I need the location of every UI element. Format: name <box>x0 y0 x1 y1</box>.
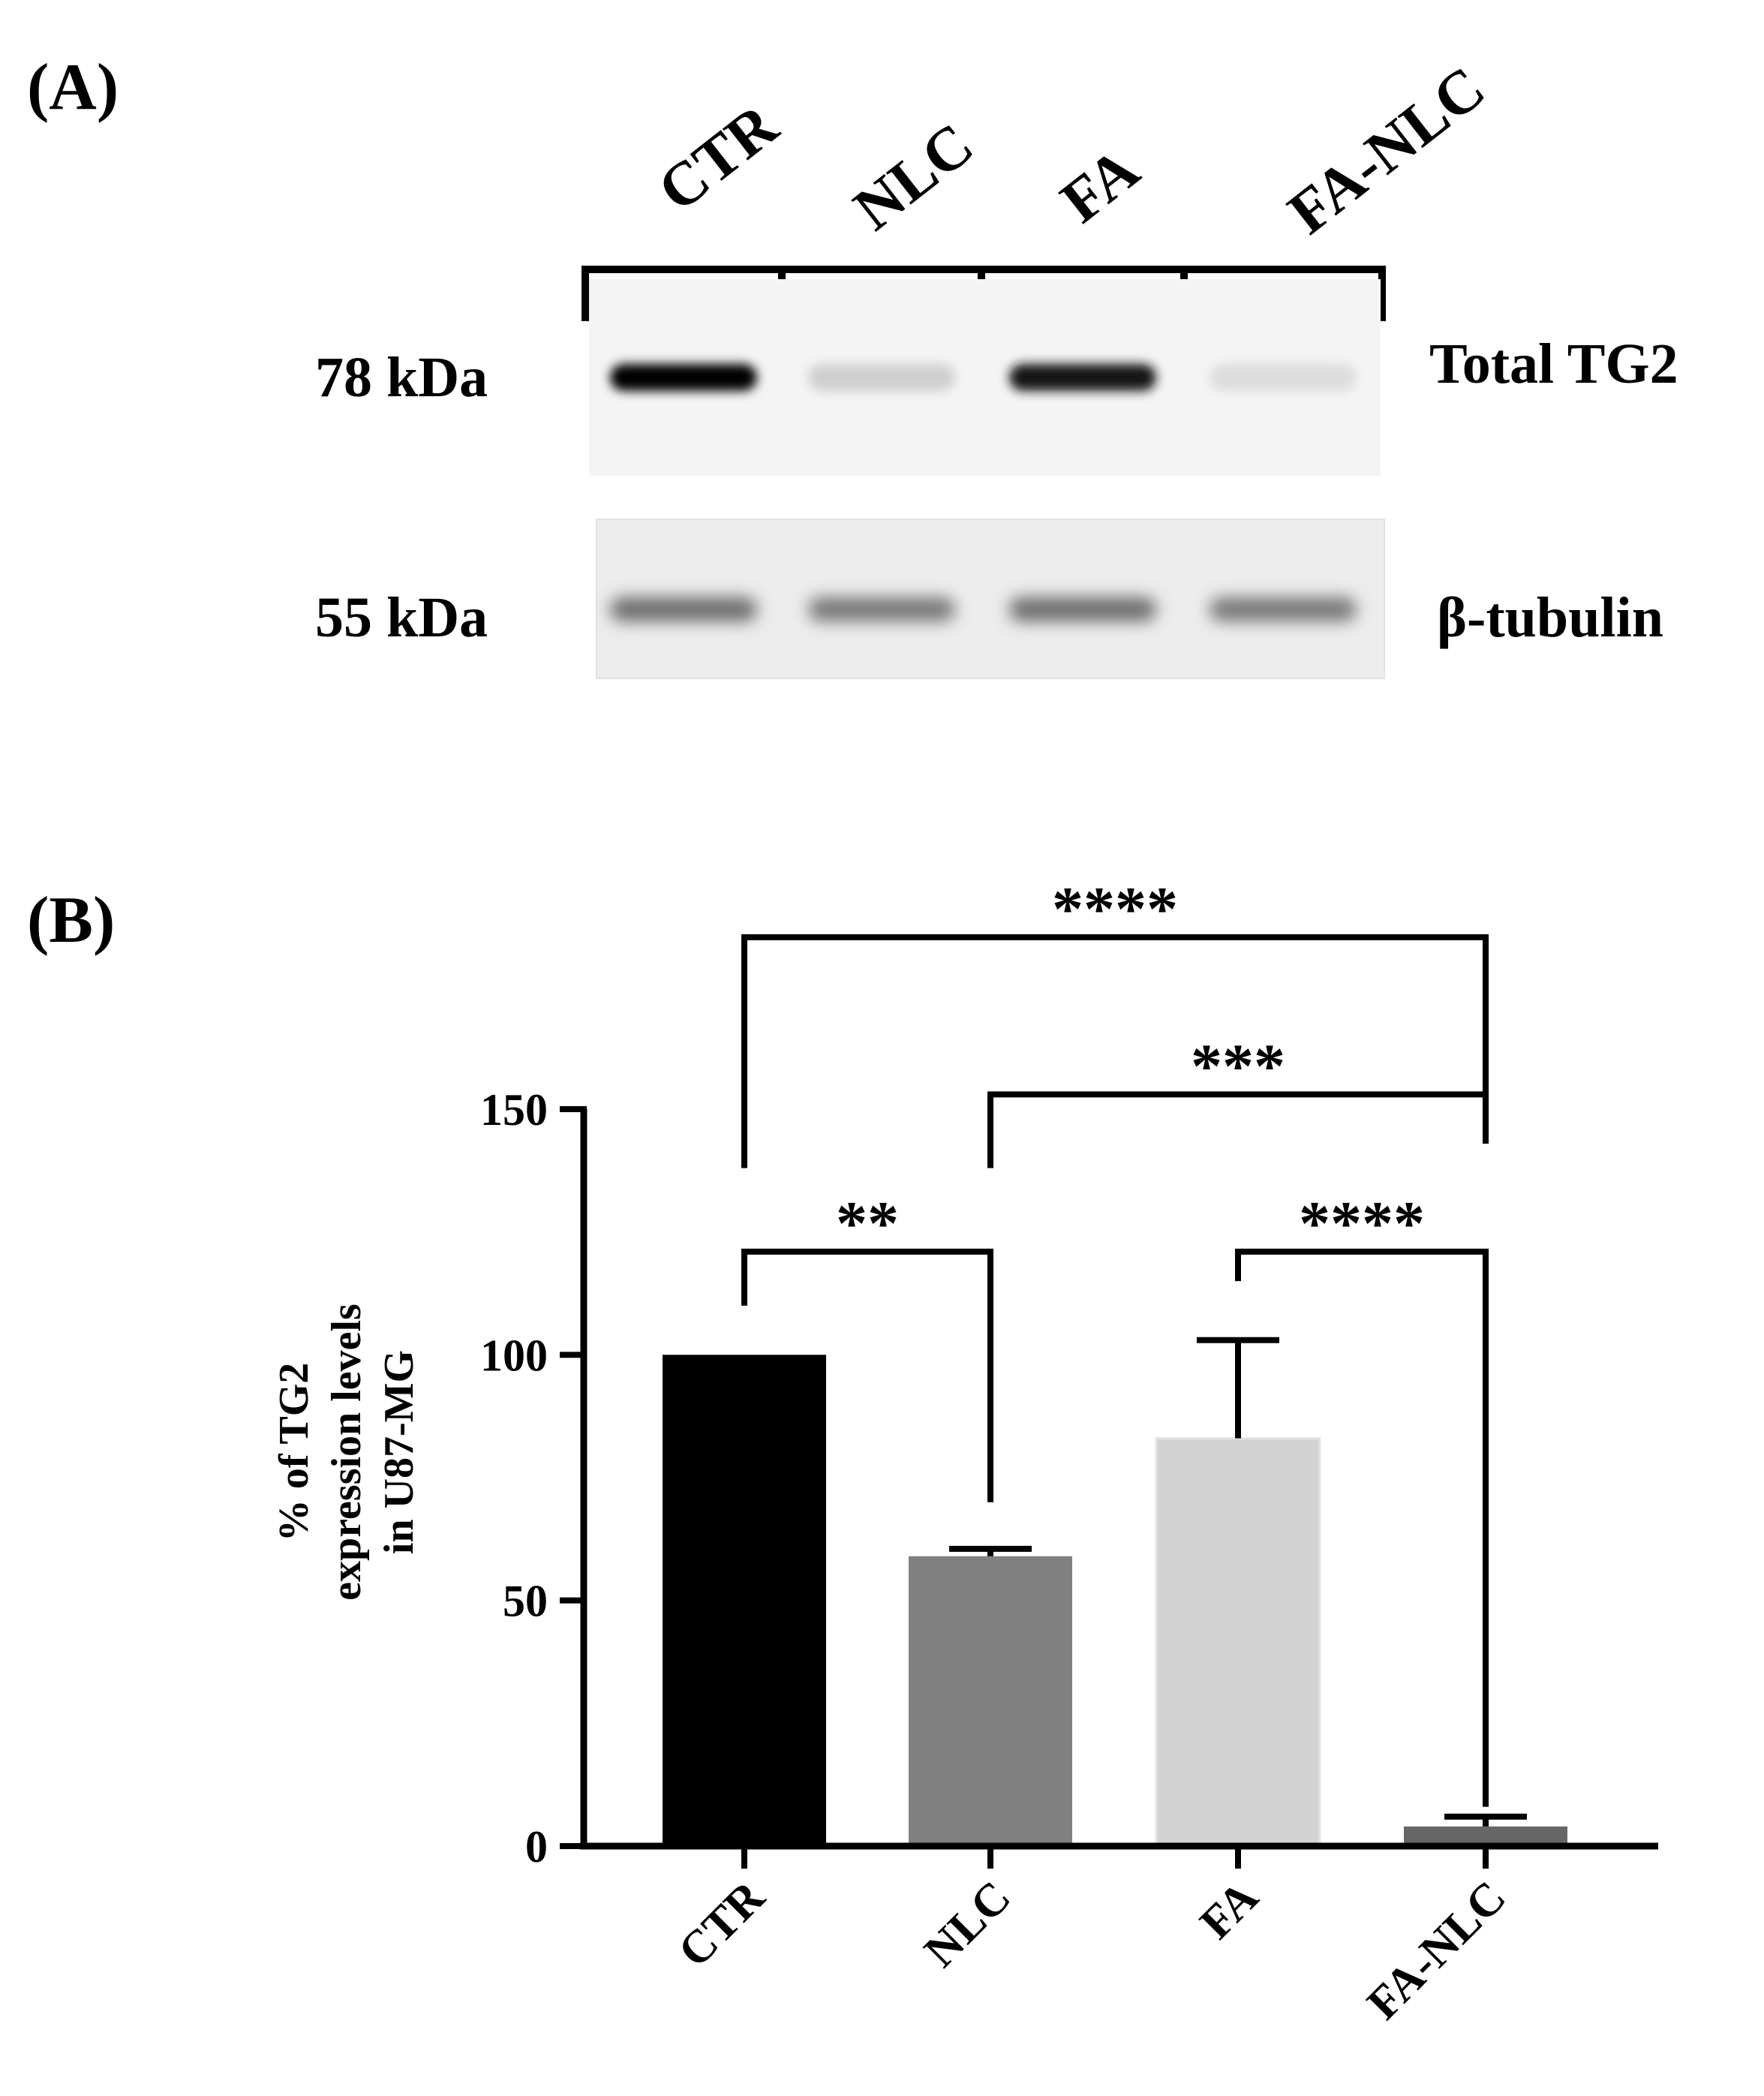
marker-78kda: 78 kDa <box>315 346 488 409</box>
x-tick-label: CTR <box>669 1871 775 1977</box>
significance-label: ** <box>836 1189 899 1259</box>
bars <box>663 1355 1567 1848</box>
significance-bracket <box>1235 1248 1489 1807</box>
y-axis-label: % of TG2 expression levels in U87-MG <box>271 1304 422 1601</box>
significance-brackets: ********* **** <box>741 874 1489 1807</box>
panel-a-label: (A) <box>27 51 119 124</box>
x-axis-ticks: CTR NLC FA FA-NLC <box>669 1846 1516 2029</box>
panel-b-label: (B) <box>27 884 115 957</box>
y-tick-label: 0 <box>525 1822 548 1872</box>
marker-55kda: 55 kDa <box>315 586 488 649</box>
x-tick-label: FA-NLC <box>1357 1872 1515 2029</box>
lane-label: NLC <box>841 110 985 243</box>
y-axis-label-line: % of TG2 <box>271 1363 317 1542</box>
significance-bracket <box>987 1091 1489 1168</box>
significance-label: *** <box>1191 1031 1285 1101</box>
y-tick-label: 50 <box>503 1577 548 1626</box>
y-axis-label-line: expression levels <box>323 1304 370 1601</box>
significance-bracket <box>741 934 1489 1168</box>
significance-bracket <box>741 1248 993 1502</box>
lane-labels: CTR NLC FA FA-NLC <box>645 53 1497 248</box>
bar <box>909 1556 1072 1846</box>
lane-label: FA-NLC <box>1276 53 1497 248</box>
protein-total-tg2: Total TG2 <box>1429 332 1678 395</box>
y-tick-label: 100 <box>480 1331 548 1380</box>
error-bars <box>949 1337 1527 1827</box>
y-axis-ticks: 0 50 100 150 <box>480 1085 587 1872</box>
x-tick-label: FA <box>1191 1872 1268 1949</box>
tg2-bands <box>610 364 1357 391</box>
bar <box>1155 1437 1321 1848</box>
blot-band <box>610 597 757 621</box>
y-tick-label: 150 <box>480 1085 548 1135</box>
blot-band <box>808 364 955 391</box>
lane-label: FA <box>1048 134 1151 236</box>
y-axis-label-line: in U87-MG <box>376 1350 422 1554</box>
protein-beta-tubulin: β-tubulin <box>1437 586 1663 649</box>
blot-band <box>610 364 757 391</box>
x-tick-label: NLC <box>915 1872 1020 1977</box>
lane-label: CTR <box>645 90 790 224</box>
blot-band <box>1210 364 1357 391</box>
bar-chart: % of TG2 expression levels in U87-MG 0 50 10… <box>271 874 1658 2029</box>
significance-label: **** <box>1299 1189 1425 1259</box>
blot-band <box>1009 597 1156 621</box>
blot-band <box>808 597 955 621</box>
bar <box>663 1355 826 1846</box>
blot-band <box>1210 597 1357 621</box>
blot-band <box>1009 364 1156 391</box>
tubulin-bands <box>610 597 1357 621</box>
significance-label: **** <box>1052 874 1178 944</box>
